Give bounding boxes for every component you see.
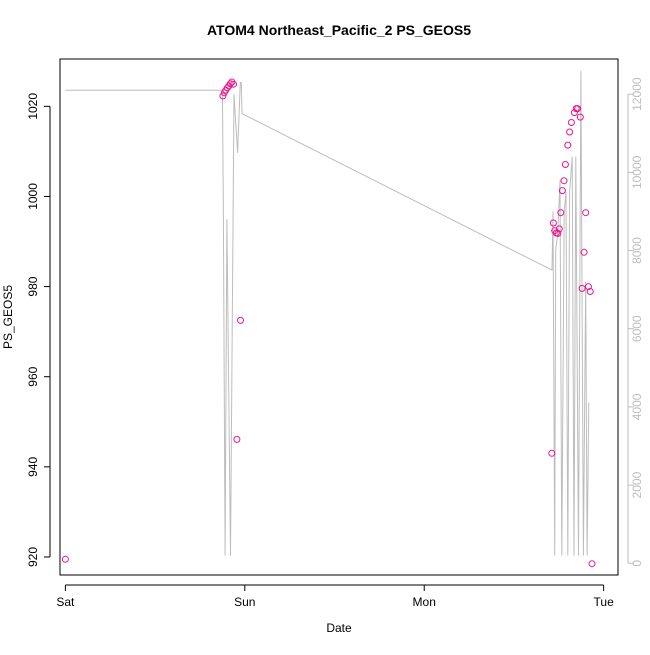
data-point — [237, 316, 244, 324]
y-axis-label: PS_GEOS5 — [1, 285, 15, 349]
y-tick-label: 1000 — [26, 183, 40, 210]
y2-tick-label: 0 — [630, 560, 644, 567]
x-tick-label: Sat — [56, 595, 75, 609]
data-point — [219, 92, 227, 100]
data-point — [574, 105, 582, 113]
data-point — [228, 78, 236, 86]
data-point — [567, 119, 575, 126]
y-axis-right: 0 2000 4000 6000 8000 10000 12000 — [627, 77, 644, 567]
altitude-line — [65, 70, 590, 556]
x-tick-label: Sun — [234, 595, 255, 609]
data-point — [548, 449, 556, 457]
pressure-point-series — [61, 78, 596, 568]
y2-tick-label: 2000 — [630, 471, 644, 498]
y2-tick-label: 10000 — [630, 155, 644, 189]
data-point — [576, 113, 584, 121]
data-point — [233, 435, 241, 443]
data-point — [586, 288, 594, 295]
chart-title: ATOM4 Northeast_Pacific_2 PS_GEOS5 — [207, 22, 471, 38]
data-point — [557, 209, 565, 217]
y-axis-left: 920 940 960 980 1000 1020 — [26, 93, 51, 567]
y-tick-label: 1020 — [26, 93, 40, 120]
data-point — [584, 283, 592, 291]
data-point — [230, 80, 237, 88]
x-tick-label: Tue — [594, 595, 615, 609]
data-point — [582, 209, 590, 217]
y2-tick-label: 4000 — [630, 393, 644, 420]
y-tick-label: 940 — [26, 457, 40, 477]
data-point — [560, 177, 568, 185]
data-point — [580, 248, 588, 256]
data-point — [588, 560, 596, 568]
altitude-line-series — [65, 70, 590, 556]
y2-tick-label: 12000 — [630, 77, 644, 111]
x-axis: Sat Sun Mon Tue — [56, 584, 615, 609]
plot-frame — [59, 58, 619, 576]
data-point — [564, 141, 572, 149]
data-point — [549, 219, 557, 227]
y-tick-label: 980 — [26, 276, 40, 296]
data-point — [555, 225, 563, 233]
data-point — [578, 284, 586, 292]
data-point — [554, 229, 562, 237]
data-point — [61, 555, 69, 563]
y2-tick-label: 6000 — [630, 315, 644, 342]
x-tick-label: Mon — [413, 595, 436, 609]
data-point — [561, 161, 569, 168]
y-tick-label: 960 — [26, 366, 40, 386]
y-tick-label: 920 — [26, 547, 40, 567]
data-point — [226, 80, 234, 88]
y2-tick-label: 8000 — [630, 237, 644, 264]
x-axis-label: Date — [326, 621, 352, 635]
data-point — [566, 128, 574, 136]
data-point — [558, 187, 566, 195]
